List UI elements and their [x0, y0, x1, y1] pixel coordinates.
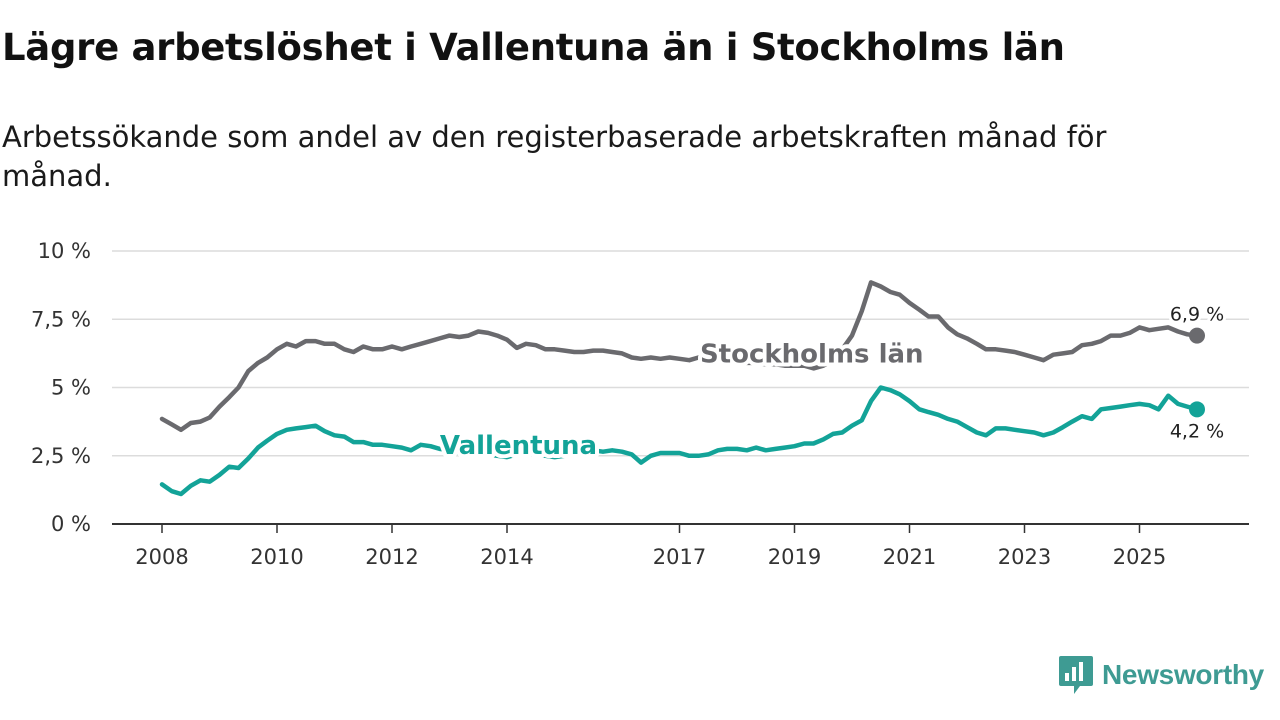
- x-tick-label: 2010: [250, 545, 303, 569]
- x-tick-label: 2025: [1113, 545, 1166, 569]
- y-tick-label: 5 %: [51, 376, 91, 400]
- gridlines: [112, 250, 1249, 525]
- end-point-marker: [1189, 327, 1205, 344]
- x-tick-label: 2023: [998, 545, 1051, 569]
- y-tick-label: 7,5 %: [31, 307, 91, 331]
- end-point-marker: [1189, 401, 1205, 418]
- end-value-label: 6,9 %: [1170, 304, 1224, 326]
- y-tick-label: 0 %: [51, 512, 91, 536]
- series-label: Stockholms län: [700, 339, 924, 369]
- series-labels: Stockholms län Vallentuna: [436, 335, 928, 464]
- x-tick-label: 2021: [883, 545, 936, 569]
- newsworthy-logo-icon: [1059, 656, 1093, 694]
- y-tick-label: 10 %: [38, 239, 91, 263]
- x-tick-label: 2017: [653, 545, 706, 569]
- x-tick-label: 2014: [480, 545, 533, 569]
- series-lines: [159, 280, 1200, 497]
- end-value-label: 4,2 %: [1170, 420, 1224, 442]
- x-tick-label: 2012: [365, 545, 418, 569]
- newsworthy-logo-text: Newsworthy: [1102, 659, 1264, 690]
- chart-subtitle: Arbetssökande som andel av den registerb…: [2, 120, 1107, 193]
- series-label: Vallentuna: [440, 431, 597, 461]
- y-axis-ticks: 0 % 2,5 % 5 % 7,5 % 10 %: [31, 239, 91, 536]
- chart-title: Lägre arbetslöshet i Vallentuna än i Sto…: [2, 26, 1065, 69]
- y-tick-label: 2,5 %: [31, 444, 91, 468]
- x-tick-label: 2019: [768, 545, 821, 569]
- newsworthy-logo[interactable]: Newsworthy: [1058, 654, 1264, 696]
- series-line-vallentuna: [159, 385, 1200, 497]
- end-markers: 6,9 % 4,2 %: [1167, 301, 1227, 446]
- series-line-stockholms-l-n: [159, 280, 1200, 433]
- x-tick-label: 2008: [135, 545, 188, 569]
- x-axis-ticks: 2008 2010 2012 2014 2017 2019 2021 2023 2025: [135, 524, 1166, 569]
